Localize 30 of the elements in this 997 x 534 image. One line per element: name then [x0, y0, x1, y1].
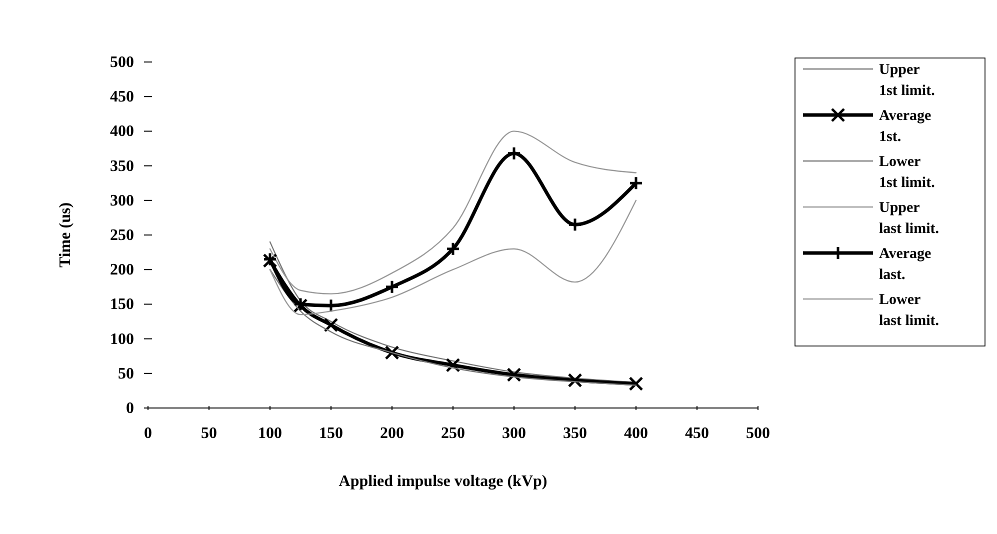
x-tick-label: 300	[502, 425, 526, 442]
y-tick-label: 200	[110, 262, 134, 279]
y-tick-label: 150	[110, 296, 134, 314]
x-tick-label: 450	[685, 425, 709, 442]
legend-label: Lower 1st limit.	[879, 154, 936, 191]
x-tick-label: 100	[258, 425, 282, 442]
y-tick-label: 0	[126, 400, 134, 417]
legend-label: Lower last limit.	[879, 292, 940, 329]
x-tick-label: 400	[624, 425, 648, 442]
legend-label: Upper last limit.	[879, 200, 940, 237]
x-tick-label: 250	[441, 425, 465, 442]
y-tick-label: 250	[110, 227, 134, 244]
y-tick-label: 450	[110, 88, 134, 106]
x-axis-title: Applied impulse voltage (kVp)	[338, 473, 548, 490]
x-tick-label: 500	[746, 425, 770, 442]
legend-label: Upper 1st limit.	[879, 62, 936, 99]
x-tick-label: 0	[144, 425, 152, 442]
y-tick-label: 100	[110, 330, 134, 348]
y-axis-title: Time (us)	[57, 202, 74, 268]
x-tick-label: 350	[563, 425, 587, 442]
y-tick-label: 300	[110, 192, 134, 210]
legend-label: Average last.	[879, 246, 932, 283]
x-tick-label: 200	[380, 425, 404, 442]
y-tick-label: 500	[110, 54, 134, 71]
y-tick-label: 50	[118, 365, 134, 382]
y-tick-label: 350	[110, 158, 134, 175]
x-tick-label: 50	[201, 425, 217, 442]
y-tick-label: 400	[110, 123, 134, 140]
x-tick-label: 150	[319, 425, 343, 442]
legend-label: Average 1st.	[879, 108, 932, 145]
